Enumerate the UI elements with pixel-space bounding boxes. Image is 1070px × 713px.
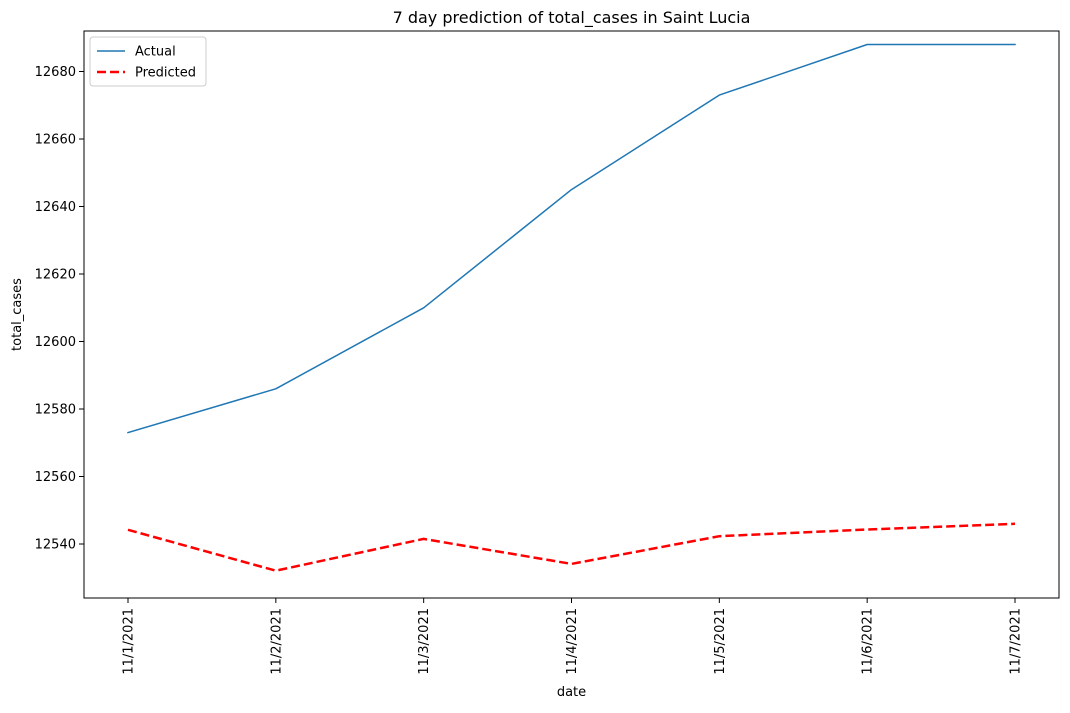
y-axis-label: total_cases xyxy=(10,278,25,351)
legend-label-actual: Actual xyxy=(135,45,176,60)
chart-title: 7 day prediction of total_cases in Saint… xyxy=(393,8,751,28)
x-tick-label: 11/6/2021 xyxy=(861,608,876,675)
legend-label-predicted: Predicted xyxy=(135,66,196,81)
x-axis: 11/1/2021 11/2/2021 11/3/2021 11/4/2021 11/5… xyxy=(122,598,1024,675)
legend-box xyxy=(89,36,207,87)
y-tick-label: 12620 xyxy=(35,268,76,283)
y-tick-label: 12680 xyxy=(35,65,76,80)
series-line-actual xyxy=(127,43,1016,434)
y-tick-label: 12560 xyxy=(35,470,76,485)
x-tick-label: 11/1/2021 xyxy=(122,608,137,675)
x-tick-label: 11/7/2021 xyxy=(1009,608,1024,675)
plot-area xyxy=(84,31,1059,598)
y-tick-label: 12580 xyxy=(35,403,76,418)
x-axis-label: date xyxy=(557,685,586,700)
y-tick-label: 12540 xyxy=(35,538,76,553)
x-tick-label: 11/2/2021 xyxy=(269,608,284,675)
y-axis: 12540 12560 12580 12600 12620 12640 12660 12680 xyxy=(35,65,84,553)
x-tick-label: 11/4/2021 xyxy=(565,608,580,675)
y-tick-label: 12640 xyxy=(35,200,76,215)
x-tick-label: 11/3/2021 xyxy=(417,608,432,675)
legend: Actual Predicted xyxy=(89,36,207,87)
y-tick-label: 12660 xyxy=(35,133,76,148)
y-tick-label: 12600 xyxy=(35,335,76,350)
x-tick-label: 11/5/2021 xyxy=(713,608,728,675)
series-layer xyxy=(127,43,1016,572)
